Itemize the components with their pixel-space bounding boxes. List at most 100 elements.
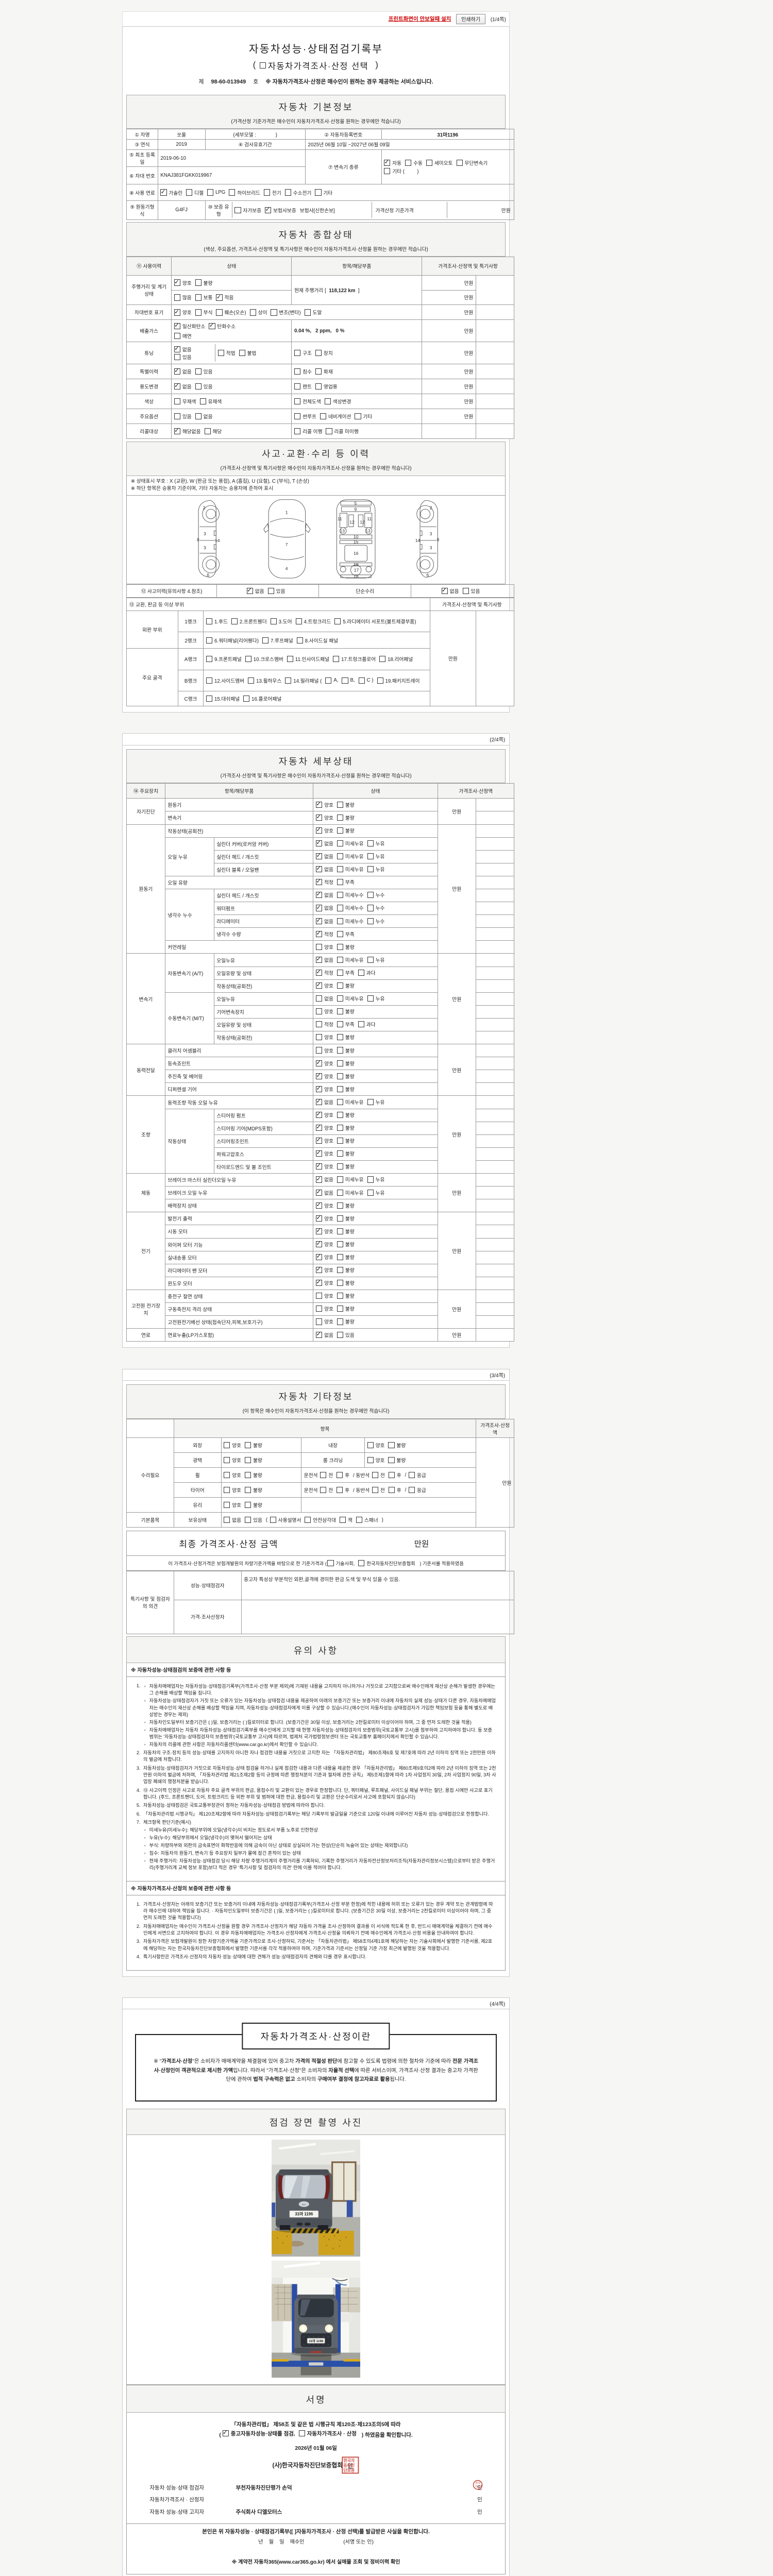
- form-option: 양호: [316, 1305, 333, 1312]
- detail-cell: 냉각수 누수: [164, 888, 214, 941]
- form-option: 기타: [355, 413, 372, 420]
- form-option: 불량: [337, 1047, 355, 1054]
- form-option: 없음: [316, 1330, 333, 1338]
- detail-cell: [476, 1095, 515, 1109]
- detail-cell: 동력전달: [126, 1044, 165, 1096]
- print-button[interactable]: 인쇄하기: [456, 13, 486, 24]
- checkbox: [248, 677, 255, 684]
- checkbox: [316, 1072, 323, 1079]
- checkbox: [316, 1227, 323, 1234]
- option-label: 불량: [345, 944, 355, 951]
- form-option: 양호: [316, 1047, 333, 1054]
- option-label: 불량: [345, 1281, 355, 1287]
- sign-row-value: 부천자동차진단평가 손덕: [236, 2485, 292, 2491]
- checkbox: [174, 354, 180, 361]
- option-label: 양호: [324, 944, 333, 951]
- form-option: 부족: [337, 930, 355, 938]
- sign-row-label: 자동차가격조사 · 산정자: [149, 2497, 205, 2503]
- sign-row-label: 자동차 성능·상태 고지자: [149, 2509, 205, 2515]
- other-info-header: 자동차 기타정보 (이 항목은 매수인이 자동차가격조사·산정을 원하는 경우에…: [126, 1384, 506, 1419]
- checkbox: [174, 367, 180, 375]
- checkbox: [326, 428, 332, 435]
- detail-cell: 전기: [126, 1212, 165, 1290]
- text-segment: 구매여부 결정에 참고자료로 활용: [317, 2077, 390, 2083]
- checkbox: [316, 1188, 323, 1196]
- inspection-label: ④ 검사유효기간: [205, 139, 306, 150]
- checkbox: [337, 1125, 344, 1131]
- checkbox: [337, 1280, 344, 1286]
- svg-text:KIA: KIA: [302, 2204, 306, 2206]
- remark-cell: [476, 275, 514, 306]
- checkbox: [324, 398, 331, 405]
- checkbox: [316, 1097, 323, 1105]
- form-option: 3.도어: [270, 618, 292, 625]
- car-front: 31마 1196: [294, 2294, 338, 2354]
- rank-label: 1랭크: [177, 610, 204, 633]
- checkbox: [333, 656, 340, 663]
- option-label: 없음: [182, 384, 192, 391]
- form-option: 응급: [408, 1471, 426, 1479]
- detail-cell: 양호 불량: [313, 1225, 438, 1239]
- checkbox: [231, 618, 238, 624]
- detail-cell: 양호 불량: [313, 1238, 438, 1251]
- option-label: 12.사이드멤버: [214, 678, 245, 684]
- option-label: 장치: [323, 351, 333, 357]
- notice-text: 특기사항란은 가격조사·산정자의 자동차 성능·상태에 대한 견해가 성능·상태…: [143, 1954, 367, 1959]
- form-option: 있음: [462, 587, 480, 595]
- option-label: 미세누유: [345, 867, 364, 873]
- detail-cell: 양호 불량: [313, 1005, 438, 1019]
- transmission-options: 자동 수동 세미오토 무단변속기: [384, 158, 511, 167]
- checkbox: [316, 1278, 323, 1286]
- form-option: 양호: [224, 1456, 241, 1464]
- submodel-value: (세부모델 : ): [205, 129, 306, 140]
- option-label: 디젤: [194, 190, 204, 196]
- rank2-options: 6.쿼터패널(리어휀다) 7.루프패널 8.사이드실 패널: [206, 636, 427, 645]
- form-option: 후: [337, 1486, 349, 1494]
- form-option: 불량: [337, 814, 355, 821]
- form-option: 침수: [294, 368, 312, 375]
- option-label: 불량: [345, 1126, 355, 1132]
- col-amount: 가격조사·산정액 및 특기사항: [422, 257, 514, 276]
- install-print-plugin-link[interactable]: 프린트화면이 안보일때 설치: [388, 16, 451, 23]
- form-option: 불법: [239, 349, 257, 357]
- detail-cell: 적정 부족 과다: [313, 1018, 438, 1032]
- detail-cell: 스티어링조인트: [213, 1134, 314, 1148]
- final-note-pre: 이 가격조사·산정가격은 보험개발원의 차량기준가액을 바탕으로 한 기준가격과…: [168, 1561, 327, 1567]
- detail-row: 작동상태(공회전) 양호 불량: [127, 1031, 515, 1045]
- detail-cell: 양호 불량: [313, 1250, 438, 1264]
- checkbox: [337, 1267, 344, 1274]
- detail-row: 동력전달 클러치 어셈블리 양호 불량 만원: [126, 1044, 515, 1096]
- form-option: 불량: [337, 1163, 355, 1170]
- checkbox: [294, 383, 301, 390]
- notice-body: 자동차가격은 보험개발원이 정한 차량기준가액을 기준가격으로 조사·산정하되,…: [143, 1938, 496, 1952]
- basic-info-header: 자동차 기본정보 (가격산정 기준가격은 매수인이 자동차가격조사·산정을 원하…: [126, 94, 506, 129]
- option-label: 있음: [470, 588, 480, 595]
- form-option: 있음: [174, 413, 192, 420]
- col-amount: 가격조사·산정액: [437, 783, 515, 799]
- checkbox: [245, 1517, 251, 1523]
- detail-cell: 디퍼렌셜 기어: [164, 1082, 314, 1096]
- page-indicator: (1/4쪽): [490, 17, 506, 23]
- sign-row-stamp: 인: [477, 2509, 482, 2515]
- table-row: 특별이력 없음 있음 침수 화재 만원: [126, 364, 514, 380]
- option-label: 불량: [253, 1443, 262, 1449]
- detail-cell: [476, 811, 515, 825]
- form-option: 불량: [337, 1279, 355, 1286]
- amount-cell: 만원: [422, 409, 477, 425]
- option-label: 안전삼각대: [313, 1518, 336, 1524]
- detail-cell: 만원: [437, 1173, 477, 1213]
- table-header-row: ⑬ 교환, 판금 등 이상 부위 가격조사·산정액 및 특기사항: [126, 598, 514, 611]
- checkbox: [355, 413, 361, 420]
- option-label: 불법: [247, 351, 257, 357]
- form-option: 있음: [267, 587, 285, 595]
- form-option: 디젤: [186, 189, 204, 196]
- form-option: 양호: [316, 1136, 333, 1144]
- detail-cell: [476, 966, 515, 980]
- option-label: 14.필러패널 (: [293, 678, 322, 684]
- option-label: 없음: [324, 1099, 333, 1106]
- checkbox: [337, 1487, 343, 1494]
- option-label: 양호: [324, 1074, 333, 1080]
- option-label: 수소전기: [293, 190, 312, 196]
- checkbox: [195, 294, 201, 301]
- checkbox: [270, 1517, 276, 1523]
